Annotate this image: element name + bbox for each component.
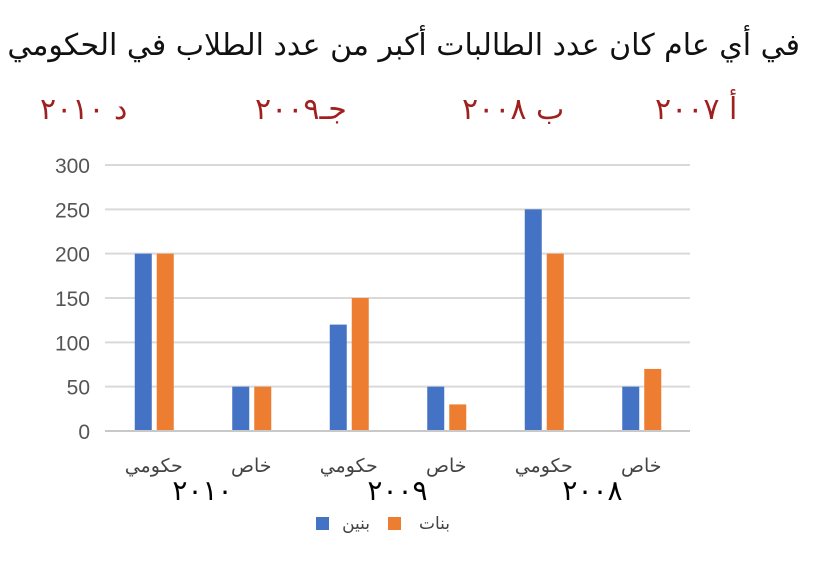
x-category-label: خاص — [426, 455, 467, 477]
bar-boys — [232, 386, 250, 431]
y-tick-label: 250 — [55, 199, 90, 222]
year-group-label: ٢٠٠٨ — [562, 474, 622, 507]
bar-boys — [524, 209, 542, 431]
bar-girls — [351, 298, 369, 431]
y-tick-label: 50 — [67, 377, 90, 400]
option-c[interactable]: جـ٢٠٠٩ — [255, 92, 347, 127]
x-category-label: حكومي — [515, 455, 573, 477]
option-d[interactable]: د ٢٠١٠ — [40, 92, 128, 127]
year-group-label: ٢٠١٠ — [172, 474, 232, 507]
y-tick-label: 300 — [55, 155, 90, 178]
question-text: في أي عام كان عدد الطالبات أكبر من عدد ا… — [7, 28, 800, 63]
bar-boys — [134, 253, 152, 431]
legend-label-boys: بنين — [342, 514, 370, 534]
year-group-label: ٢٠٠٩ — [367, 474, 427, 507]
x-category-label: خاص — [621, 455, 662, 477]
y-tick-label: 0 — [78, 421, 90, 444]
option-b[interactable]: ب ٢٠٠٨ — [462, 92, 565, 127]
legend-label-girls: بنات — [419, 514, 450, 534]
x-category-label: حكومي — [320, 455, 378, 477]
y-tick-label: 200 — [55, 244, 90, 267]
legend-swatch-boys — [316, 517, 329, 530]
x-category-label: خاص — [231, 455, 272, 477]
option-a[interactable]: أ ٢٠٠٧ — [655, 92, 738, 127]
y-tick-label: 100 — [55, 332, 90, 355]
bar-boys — [329, 324, 347, 431]
y-tick-label: 150 — [55, 288, 90, 311]
bar-girls — [254, 386, 272, 431]
bar-boys — [427, 386, 445, 431]
x-category-label: حكومي — [125, 455, 183, 477]
bar-girls — [156, 253, 174, 431]
bar-girls — [644, 368, 662, 431]
bar-girls — [449, 404, 467, 431]
bar-girls — [546, 253, 564, 431]
legend-swatch-girls — [388, 517, 401, 530]
bar-boys — [622, 386, 640, 431]
